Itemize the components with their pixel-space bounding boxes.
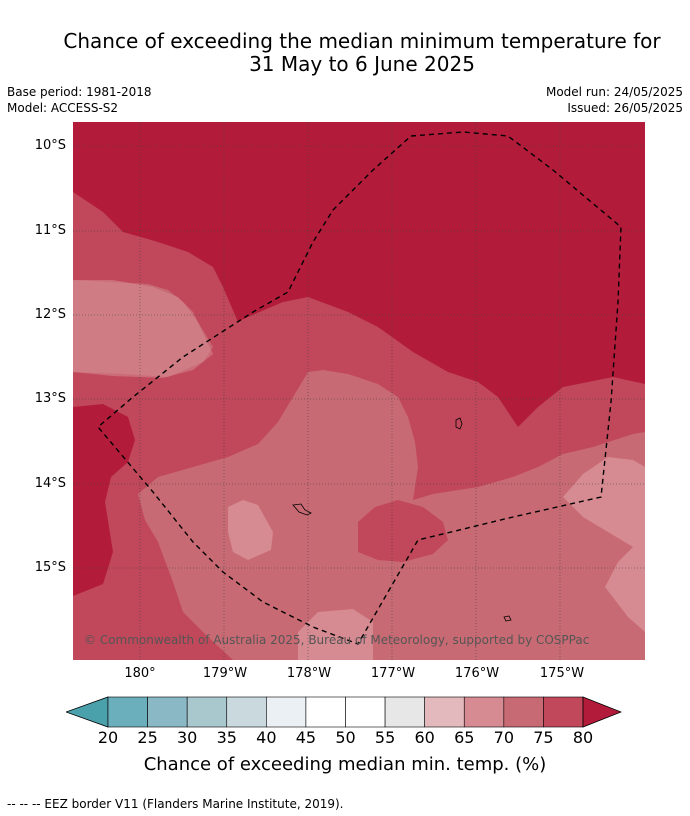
lon-label-180: 180° <box>124 666 156 681</box>
colorbar-tick-label: 35 <box>216 728 237 747</box>
island-south <box>503 615 512 622</box>
colorbar-cell <box>186 696 228 728</box>
region-80-left <box>73 404 135 596</box>
colorbar-tick-label: 70 <box>493 728 514 747</box>
lat-label-10s: 10°S <box>34 138 66 153</box>
colorbar-cell <box>266 696 307 728</box>
region-65-bottom <box>298 609 373 660</box>
colorbar-tick-label: 25 <box>137 728 158 747</box>
colorbar-label: Chance of exceeding median min. temp. (%… <box>143 754 547 775</box>
island-east <box>455 417 463 430</box>
title-line-1: Chance of exceeding the median minimum t… <box>63 29 661 53</box>
lat-label-12s: 12°S <box>34 307 66 322</box>
lon-label-177w: 177°W <box>370 666 416 681</box>
colorbar-cells <box>107 696 584 728</box>
issued-date: Issued: 26/05/2025 <box>567 101 683 115</box>
colorbar <box>66 696 622 728</box>
colorbar-cell <box>345 696 386 728</box>
colorbar-cell <box>384 696 425 728</box>
lon-label-179w: 179°W <box>202 666 248 681</box>
colorbar-tick-label: 40 <box>256 728 277 747</box>
lat-label-14s: 14°S <box>34 476 66 491</box>
meta-right: Model run: 24/05/2025 Issued: 26/05/2025 <box>546 84 683 116</box>
colorbar-cell <box>226 696 267 728</box>
island-central <box>292 503 312 516</box>
eez-footer: -- -- -- EEZ border V11 (Flanders Marine… <box>7 797 344 811</box>
colorbar-cell <box>424 696 465 728</box>
lat-label-11s: 11°S <box>34 223 66 238</box>
colorbar-cell <box>463 696 505 728</box>
region-75-blob <box>358 500 448 562</box>
meta-left: Base period: 1981-2018 Model: ACCESS-S2 <box>7 84 152 116</box>
colorbar-extend-high <box>582 696 622 728</box>
colorbar-cell <box>503 696 544 728</box>
chart-title: Chance of exceeding the median minimum t… <box>0 30 690 76</box>
lon-label-176w: 176°W <box>454 666 500 681</box>
colorbar-tick-label: 50 <box>335 728 356 747</box>
lon-label-175w: 175°W <box>539 666 585 681</box>
colorbar-tick-label: 20 <box>97 728 119 747</box>
colorbar-extend-low <box>66 696 109 728</box>
colorbar-cell <box>543 696 584 728</box>
base-period: Base period: 1981-2018 <box>7 85 152 99</box>
colorbar-tick-label: 60 <box>414 728 435 747</box>
colorbar-tick-label: 30 <box>176 728 198 747</box>
gridlines <box>73 122 645 660</box>
lon-label-178w: 178°W <box>286 666 332 681</box>
model-name: Model: ACCESS-S2 <box>7 101 119 115</box>
colorbar-tick-label: 80 <box>572 728 594 747</box>
colorbar-tick-label: 75 <box>533 728 554 747</box>
colorbar-cell <box>147 696 188 728</box>
title-line-2: 31 May to 6 June 2025 <box>249 52 475 76</box>
lat-label-13s: 13°S <box>34 391 66 406</box>
colorbar-tick-label: 45 <box>295 728 317 747</box>
model-run: Model run: 24/05/2025 <box>545 85 683 99</box>
region-65-left <box>228 500 273 560</box>
region-65-upper-left <box>73 280 213 378</box>
colorbar-cell <box>305 696 346 728</box>
colorbar-tick-label: 65 <box>454 728 475 747</box>
probability-map <box>73 122 645 660</box>
colorbar-tick-label: 55 <box>374 728 396 747</box>
map-credit: © Commonwealth of Australia 2025, Bureau… <box>84 633 590 647</box>
colorbar-cell <box>107 696 148 728</box>
lat-label-15s: 15°S <box>34 560 66 575</box>
